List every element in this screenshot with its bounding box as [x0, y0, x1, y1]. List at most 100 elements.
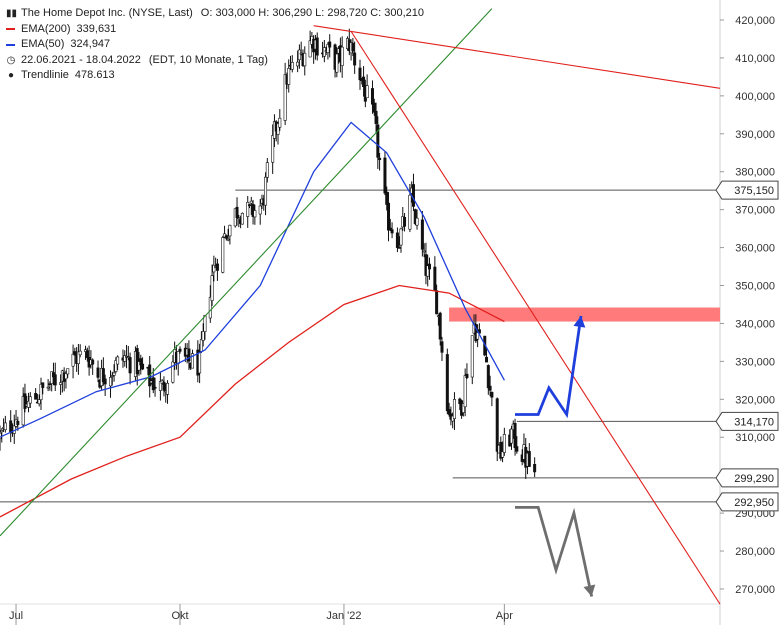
candle-body[interactable] [271, 135, 275, 163]
candle-body[interactable] [108, 377, 112, 387]
candle-body[interactable] [37, 399, 41, 405]
candle-body[interactable] [116, 356, 120, 365]
candle-body[interactable] [358, 67, 362, 81]
candle-body[interactable] [465, 373, 469, 378]
ema200-line[interactable] [0, 284, 505, 518]
candle-body[interactable] [101, 368, 105, 383]
candle-body[interactable] [388, 227, 392, 231]
trendline-red-1[interactable] [313, 25, 721, 89]
price-badge[interactable] [715, 492, 779, 512]
ema50-line[interactable] [0, 121, 505, 438]
candle-body[interactable] [162, 381, 166, 391]
trendline-green-0[interactable] [0, 8, 493, 537]
candle-body[interactable] [533, 463, 537, 473]
candle-body[interactable] [141, 363, 145, 370]
candle-body[interactable] [85, 350, 89, 358]
candle-body[interactable] [66, 368, 70, 375]
candle-body[interactable] [440, 341, 444, 353]
legend-ema200-row[interactable]: EMA(200) 339,631 [6, 22, 424, 38]
candle-body[interactable] [372, 102, 376, 113]
candle-body[interactable] [48, 383, 52, 385]
candle-body[interactable] [278, 117, 282, 128]
price-badge[interactable] [715, 468, 779, 488]
candle-body[interactable] [50, 371, 54, 384]
candle-body[interactable] [376, 124, 380, 158]
candle-body[interactable] [515, 446, 519, 452]
candle-body[interactable] [59, 382, 63, 385]
candle-body[interactable] [353, 52, 357, 66]
candle-body[interactable] [299, 52, 303, 55]
candle-body[interactable] [123, 355, 127, 362]
candle-body[interactable] [276, 123, 280, 135]
candle-body[interactable] [228, 224, 232, 237]
candle-body[interactable] [395, 232, 399, 248]
candle-body[interactable] [315, 37, 319, 56]
candle-body[interactable] [103, 378, 107, 385]
candle-body[interactable] [210, 275, 214, 301]
candle-body[interactable] [166, 382, 170, 395]
candle-body[interactable] [128, 357, 132, 374]
candle-body[interactable] [413, 209, 417, 224]
candle-body[interactable] [422, 250, 426, 253]
candle-body[interactable] [370, 88, 374, 105]
candle-body[interactable] [46, 386, 50, 389]
price-badge[interactable] [715, 411, 779, 431]
candle-body[interactable] [340, 46, 344, 66]
candle-body[interactable] [527, 451, 531, 467]
candle-body[interactable] [237, 217, 241, 220]
candle-body[interactable] [253, 210, 257, 218]
candle-body[interactable] [452, 399, 456, 419]
legend-ema50-row[interactable]: EMA(50) 324,947 [6, 37, 424, 53]
candle-body[interactable] [16, 420, 20, 425]
candle-body[interactable] [176, 351, 180, 364]
candle-body[interactable] [374, 110, 378, 124]
candle-body[interactable] [287, 68, 291, 85]
candle-body[interactable] [203, 315, 207, 332]
candle-body[interactable] [53, 374, 57, 386]
candle-body[interactable] [265, 162, 269, 178]
candle-body[interactable] [39, 383, 43, 401]
candle-body[interactable] [488, 385, 492, 391]
candle-body[interactable] [420, 219, 424, 250]
price-badge[interactable] [715, 180, 779, 200]
candle-body[interactable] [73, 351, 77, 356]
candle-body[interactable] [226, 238, 230, 241]
candle-body[interactable] [41, 382, 45, 388]
candle-body[interactable] [139, 358, 143, 366]
candle-body[interactable] [151, 377, 155, 391]
candle-body[interactable] [246, 201, 250, 217]
candle-body[interactable] [403, 217, 407, 227]
candle-body[interactable] [158, 381, 162, 391]
candle-body[interactable] [326, 44, 330, 53]
candle-body[interactable] [513, 423, 517, 449]
candle-body[interactable] [137, 361, 141, 371]
candle-body[interactable] [296, 61, 300, 67]
candle-body[interactable] [135, 348, 139, 375]
trendline-red-2[interactable] [350, 31, 721, 605]
candle-body[interactable] [235, 206, 239, 218]
candle-body[interactable] [495, 398, 499, 452]
candle-body[interactable] [110, 375, 114, 377]
candle-body[interactable] [208, 296, 212, 319]
candle-body[interactable] [390, 229, 394, 234]
candle-body[interactable] [21, 396, 25, 426]
candle-body[interactable] [76, 351, 80, 364]
candle-body[interactable] [424, 254, 428, 276]
candle-body[interactable] [264, 176, 268, 206]
candle-body[interactable] [297, 49, 301, 61]
candle-body[interactable] [198, 352, 202, 374]
candle-body[interactable] [91, 359, 95, 365]
candle-body[interactable] [351, 42, 355, 52]
candle-body[interactable] [215, 263, 219, 271]
candle-body[interactable] [411, 184, 415, 207]
candle-body[interactable] [303, 52, 307, 67]
candle-body[interactable] [96, 367, 100, 378]
candle-body[interactable] [387, 202, 391, 231]
candle-body[interactable] [509, 428, 513, 444]
candle-body[interactable] [9, 420, 13, 433]
candle-body[interactable] [171, 361, 175, 383]
candle-body[interactable] [71, 353, 75, 367]
candle-body[interactable] [426, 265, 430, 277]
candle-body[interactable] [258, 205, 262, 215]
candle-body[interactable] [34, 393, 38, 400]
